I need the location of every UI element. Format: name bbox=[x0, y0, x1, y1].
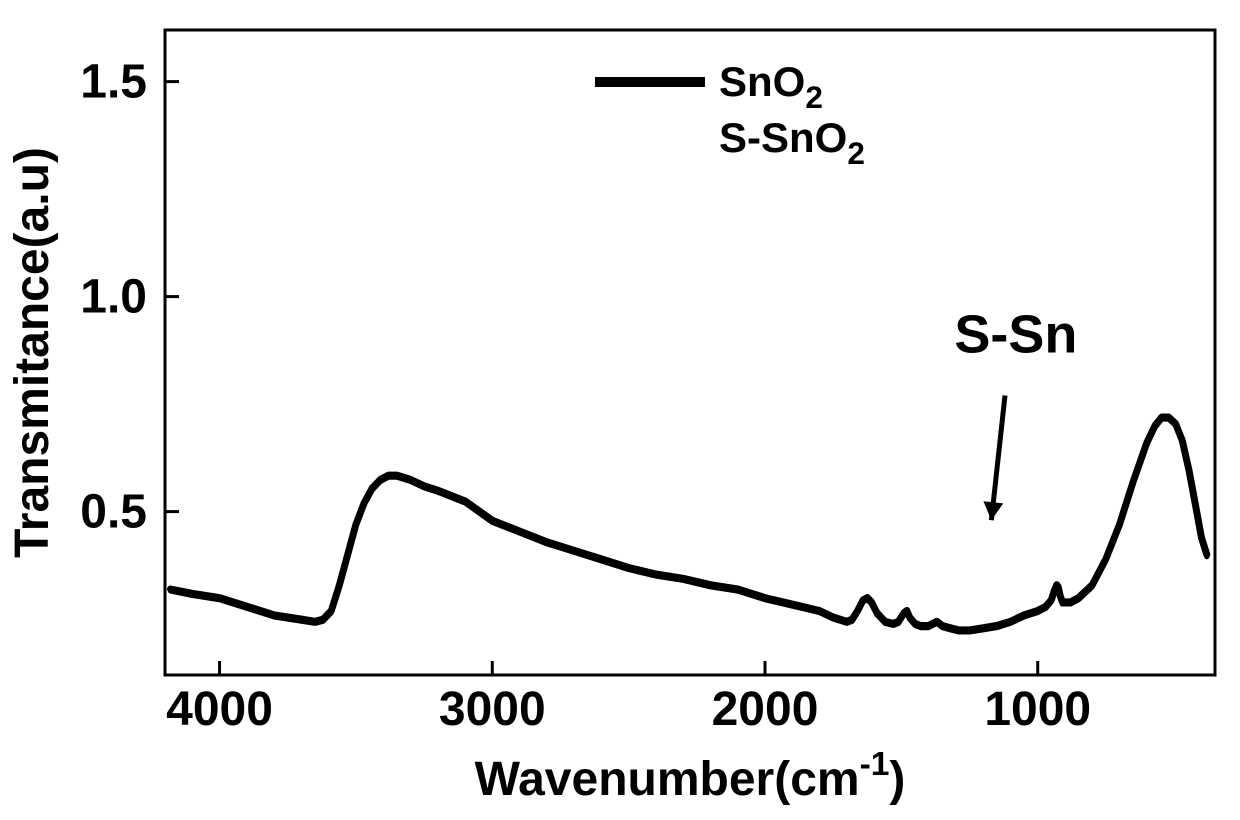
x-tick-label: 1000 bbox=[984, 683, 1091, 736]
annotation-arrow bbox=[991, 396, 1005, 521]
chart-svg: 4000 3000 2000 1000 0.5 1.0 1.5 Transmitance(a.… bbox=[0, 0, 1240, 820]
y-tick-label: 0.5 bbox=[80, 486, 147, 539]
x-tick-label: 3000 bbox=[439, 683, 546, 736]
y-tick-label: 1.0 bbox=[80, 271, 147, 324]
legend-label: SnO2 bbox=[719, 58, 823, 115]
annotation-label: S-Sn bbox=[954, 305, 1077, 365]
legend-label: S-SnO2 bbox=[719, 114, 865, 171]
ftir-chart: 4000 3000 2000 1000 0.5 1.0 1.5 Transmitance(a.… bbox=[0, 0, 1240, 820]
y-axis-label: Transmitance(a.u) bbox=[6, 147, 59, 558]
annotation-arrowhead bbox=[983, 501, 1003, 520]
series-S-SnO2 bbox=[171, 419, 1207, 632]
x-tick-label: 4000 bbox=[166, 683, 273, 736]
y-tick-label: 1.5 bbox=[80, 56, 147, 109]
x-axis-label: Wavenumber(cm-1) bbox=[475, 746, 906, 806]
x-tick-label: 2000 bbox=[712, 683, 819, 736]
